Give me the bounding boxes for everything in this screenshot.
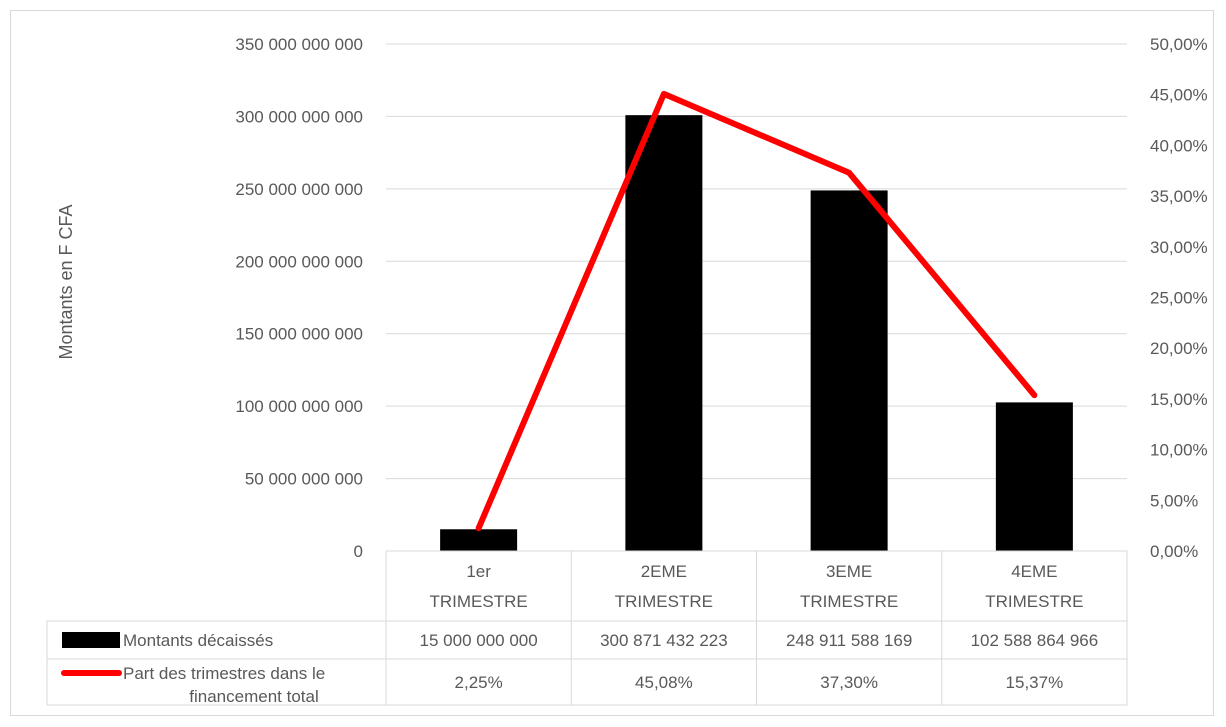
y-tick-label: 100 000 000 000 xyxy=(235,397,363,416)
bars-layer xyxy=(440,115,1073,552)
legend-label-line: financement total xyxy=(189,687,318,706)
chart-frame xyxy=(10,10,1214,716)
line-series xyxy=(475,90,1038,532)
bar xyxy=(810,190,888,552)
table-value: 15 000 000 000 xyxy=(420,631,538,650)
y2-tick-label: 50,00% xyxy=(1150,35,1208,54)
y2-tick-label: 25,00% xyxy=(1150,289,1208,308)
bar xyxy=(440,529,518,551)
y2-tick-label: 30,00% xyxy=(1150,238,1208,257)
category-label: TRIMESTRE xyxy=(615,592,713,611)
y-tick-label: 0 xyxy=(354,542,363,561)
category-label: TRIMESTRE xyxy=(985,592,1083,611)
y2-tick-label: 5,00% xyxy=(1150,491,1198,510)
category-label: TRIMESTRE xyxy=(430,592,528,611)
legend-label-bar: Montants décaissés xyxy=(123,631,273,650)
y2-tick-label: 20,00% xyxy=(1150,339,1208,358)
y-tick-label: 250 000 000 000 xyxy=(235,180,363,199)
y-tick-label: 300 000 000 000 xyxy=(235,107,363,126)
y2-tick-label: 0,00% xyxy=(1150,542,1198,561)
table-value: 102 588 864 966 xyxy=(971,631,1099,650)
category-label: 4EME xyxy=(1011,562,1057,581)
table-value: 37,30% xyxy=(820,673,878,692)
y2-tick-label: 10,00% xyxy=(1150,441,1208,460)
table-value: 248 911 588 169 xyxy=(786,631,912,650)
axis-layer: 0 50 000 000 000 100 000 000 000 150 000 00… xyxy=(235,35,1207,561)
table-value: 15,37% xyxy=(1006,673,1064,692)
category-label: 3EME xyxy=(826,562,872,581)
legend-swatch-bar xyxy=(62,632,120,648)
y2-tick-label: 45,00% xyxy=(1150,86,1208,105)
bar xyxy=(625,115,703,552)
category-label: TRIMESTRE xyxy=(800,592,898,611)
y2-tick-label: 35,00% xyxy=(1150,187,1208,206)
category-label: 2EME xyxy=(641,562,687,581)
category-label: 1er xyxy=(466,562,491,581)
line-layer xyxy=(475,90,1038,532)
legend-label-line: Part des trimestres dans le xyxy=(123,664,325,683)
y2-tick-label: 40,00% xyxy=(1150,136,1208,155)
table-value: 2,25% xyxy=(455,673,503,692)
y-tick-label: 150 000 000 000 xyxy=(235,325,363,344)
y-tick-label: 200 000 000 000 xyxy=(235,252,363,271)
data-table: 1er TRIMESTRE 2EME TRIMESTRE 3EME TRIMESTRE 4E… xyxy=(46,550,1128,706)
y-tick-label: 350 000 000 000 xyxy=(235,35,363,54)
y2-tick-label: 15,00% xyxy=(1150,390,1208,409)
bar xyxy=(995,402,1073,551)
table-value: 45,08% xyxy=(635,673,693,692)
y-axis-label: Montants en F CFA xyxy=(56,204,76,359)
table-value: 300 871 432 223 xyxy=(600,631,728,650)
y-tick-label: 50 000 000 000 xyxy=(245,470,363,489)
